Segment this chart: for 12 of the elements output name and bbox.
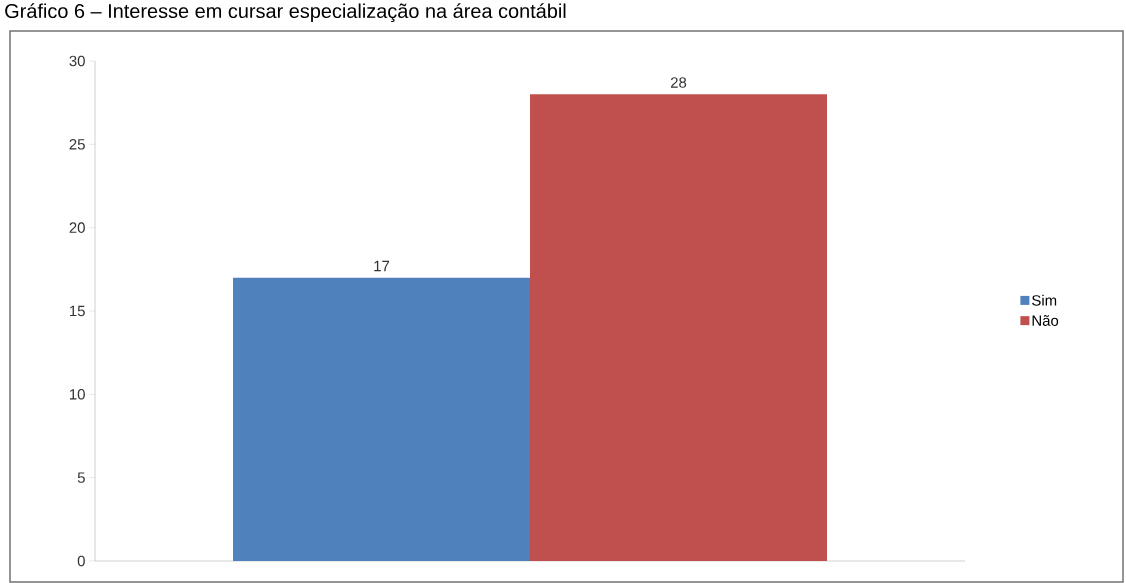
- y-tick-label: 20: [69, 222, 85, 233]
- chart-title: Gráfico 6 – Interesse em cursar especialização na área contábil: [5, 3, 566, 23]
- y-tick-label: 30: [69, 55, 85, 67]
- data-label: 28: [670, 77, 687, 88]
- data-label: 17: [374, 260, 390, 272]
- y-tick-label: 25: [69, 139, 85, 150]
- legend-label: Sim: [1032, 294, 1057, 306]
- y-tick-label: 10: [70, 389, 85, 400]
- y-tick-label: 15: [70, 305, 85, 317]
- y-tick-label: 5: [77, 472, 85, 483]
- legend-label: Não: [1032, 315, 1059, 326]
- y-tick-label: 0: [77, 555, 85, 567]
